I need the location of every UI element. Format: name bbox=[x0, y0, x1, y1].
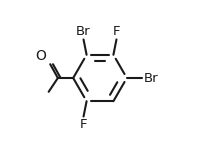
Text: O: O bbox=[35, 49, 46, 63]
Text: Br: Br bbox=[144, 71, 158, 85]
Text: Br: Br bbox=[76, 25, 91, 38]
Text: F: F bbox=[113, 25, 120, 38]
Text: F: F bbox=[80, 118, 87, 131]
